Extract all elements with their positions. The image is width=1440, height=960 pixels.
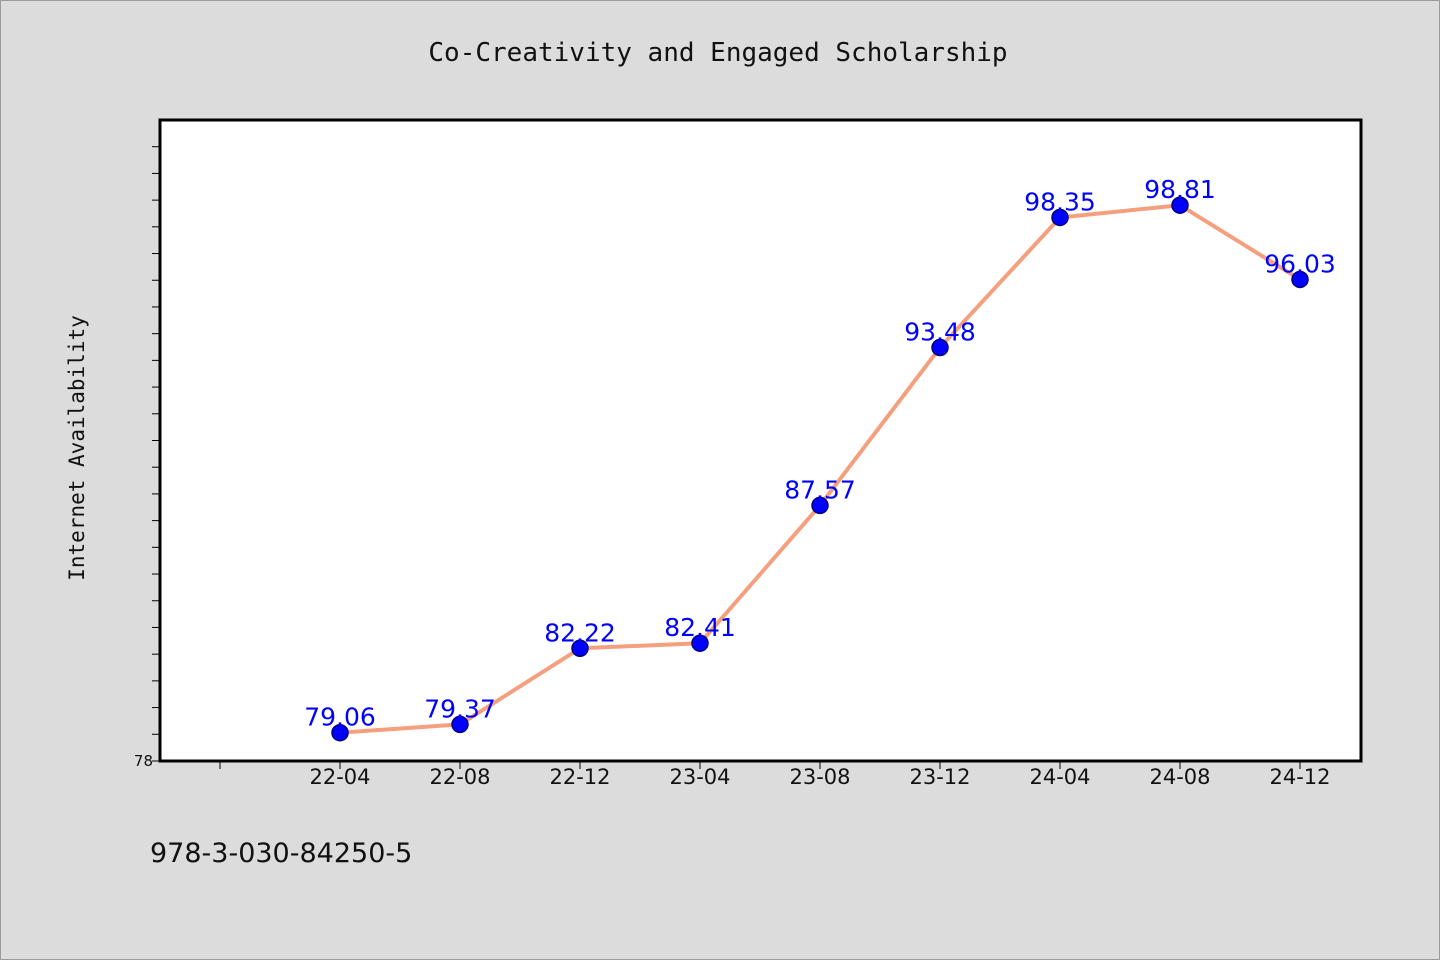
data-point-4: [811, 496, 829, 515]
data-point-8: [1291, 270, 1309, 289]
plot-area: [158, 118, 1363, 763]
data-label-1: 79.37: [424, 694, 496, 723]
y-tick-label-min: 78: [134, 752, 153, 770]
data-point-1: [451, 715, 469, 734]
x-tick-label-5: 23-12: [909, 765, 970, 789]
data-label-3: 82.41: [664, 613, 736, 642]
data-label-0: 79.06: [304, 703, 376, 732]
data-label-2: 82.22: [544, 618, 616, 647]
x-axis-ticks: 22-04 22-08 22-12 23-04 23-08 23-12 24-04 24-08…: [219, 761, 1331, 789]
data-point-6: [1051, 208, 1069, 227]
x-tick-label-8: 24-12: [1269, 765, 1330, 789]
data-label-6: 98.35: [1024, 187, 1096, 216]
x-tick-label-4: 23-08: [789, 765, 850, 789]
data-point-5: [931, 338, 949, 357]
y-axis-ticks: [152, 146, 160, 762]
chart-title: Co-Creativity and Engaged Scholarship: [428, 38, 1007, 68]
x-tick-label-2: 22-12: [549, 765, 610, 789]
data-label-8: 96.03: [1264, 249, 1336, 278]
x-tick-label-3: 23-04: [669, 765, 730, 789]
data-labels: 79.06 79.37 82.22 82.41 87.57 93.48 98.35 98.81…: [304, 175, 1336, 731]
x-tick-label-7: 24-08: [1149, 765, 1210, 789]
x-tick-label-0: 22-04: [309, 765, 370, 789]
data-label-5: 93.48: [904, 318, 976, 347]
data-point-0: [331, 723, 349, 742]
y-axis-label: Internet Availability: [65, 315, 89, 581]
data-point-3: [691, 634, 709, 652]
data-point-2: [571, 639, 589, 658]
isbn-text: 978-3-030-84250-5: [150, 838, 412, 869]
data-point-7: [1171, 196, 1189, 214]
data-label-7: 98.81: [1144, 175, 1216, 204]
data-label-4: 87.57: [784, 475, 856, 504]
x-tick-label-6: 24-04: [1029, 765, 1090, 789]
x-tick-label-1: 22-08: [429, 765, 490, 789]
data-points: [331, 196, 1309, 742]
